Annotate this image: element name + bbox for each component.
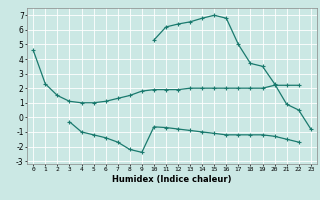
X-axis label: Humidex (Indice chaleur): Humidex (Indice chaleur) xyxy=(112,175,232,184)
